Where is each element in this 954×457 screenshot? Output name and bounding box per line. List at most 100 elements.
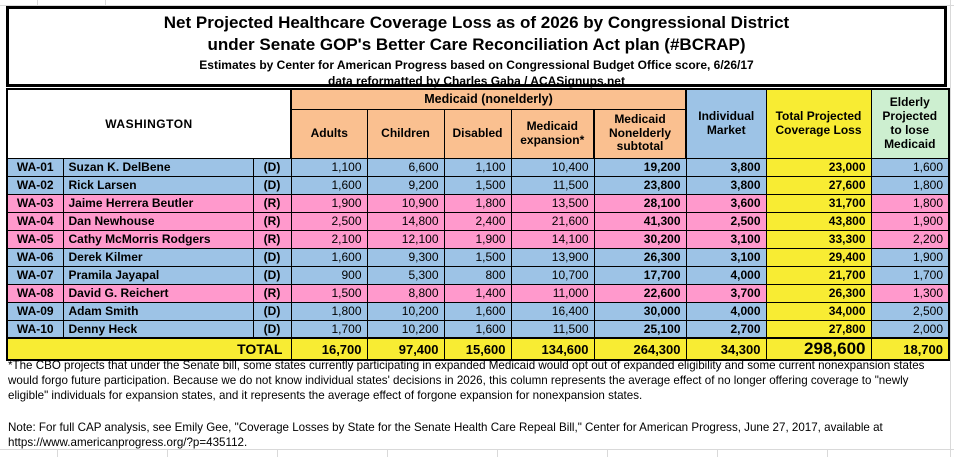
value-cell: 800: [443, 265, 512, 285]
table-row: WA-10 Denny Heck (D) 1,700 10,200 1,600 11,500…: [6, 319, 950, 339]
value-cell: 1,100: [443, 157, 512, 177]
value-cell: 26,300: [593, 247, 687, 267]
spreadsheet-gridline: [607, 449, 608, 457]
member-name-cell: Pramila Jayapal: [62, 265, 254, 285]
spreadsheet-gridline: [0, 5, 954, 6]
spreadsheet-gridline: [37, 0, 38, 6]
party-cell: (D): [252, 247, 292, 267]
value-cell: 43,800: [765, 211, 872, 231]
spreadsheet-gridline: [105, 0, 106, 6]
value-cell: 2,400: [443, 211, 512, 231]
value-cell: 27,600: [765, 175, 872, 195]
value-cell: 2,500: [870, 301, 950, 321]
district-cell: WA-10: [6, 319, 64, 339]
value-cell: 30,200: [593, 229, 687, 249]
value-cell: 21,600: [510, 211, 595, 231]
value-cell: 1,600: [870, 157, 950, 177]
value-cell: 16,400: [510, 301, 595, 321]
value-cell: 1,400: [443, 283, 512, 303]
value-cell: 1,500: [290, 283, 368, 303]
party-cell: (R): [252, 229, 292, 249]
district-cell: WA-02: [6, 175, 64, 195]
title-line-1: Net Projected Healthcare Coverage Loss a…: [163, 13, 790, 32]
value-cell: 1,900: [870, 211, 950, 231]
medicaid-group-header: Medicaid (nonelderly): [290, 88, 687, 110]
value-cell: 34,000: [765, 301, 872, 321]
table-row: WA-06 Derek Kilmer (D) 1,600 9,300 1,500 13,90…: [6, 247, 950, 267]
district-cell: WA-04: [6, 211, 64, 231]
member-name-cell: Jaime Herrera Beutler: [62, 193, 254, 213]
value-cell: 1,700: [870, 265, 950, 285]
total-value-cell: 264,300: [593, 337, 687, 361]
member-name-cell: Suzan K. DelBene: [62, 157, 254, 177]
value-cell: 6,600: [366, 157, 445, 177]
value-cell: 1,500: [443, 247, 512, 267]
value-cell: 11,000: [510, 283, 595, 303]
table-row: WA-04 Dan Newhouse (R) 2,500 14,800 2,400 21,6…: [6, 211, 950, 231]
value-cell: 2,500: [685, 211, 767, 231]
spreadsheet-gridline: [497, 449, 498, 457]
value-cell: 1,900: [290, 193, 368, 213]
party-cell: (R): [252, 211, 292, 231]
col-header-adults: Adults: [290, 108, 368, 159]
value-cell: 1,800: [443, 193, 512, 213]
total-value-cell: 134,600: [510, 337, 595, 361]
value-cell: 3,100: [685, 247, 767, 267]
value-cell: 9,200: [366, 175, 445, 195]
total-value-cell: 34,300: [685, 337, 767, 361]
value-cell: 11,500: [510, 175, 595, 195]
value-cell: 1,600: [290, 175, 368, 195]
value-cell: 26,300: [765, 283, 872, 303]
col-header-children: Children: [366, 108, 445, 159]
spreadsheet-gridline: [827, 449, 828, 457]
value-cell: 13,500: [510, 193, 595, 213]
value-cell: 1,600: [443, 319, 512, 339]
district-cell: WA-06: [6, 247, 64, 267]
value-cell: 31,700: [765, 193, 872, 213]
district-cell: WA-09: [6, 301, 64, 321]
value-cell: 17,700: [593, 265, 687, 285]
value-cell: 1,500: [443, 175, 512, 195]
col-header-individual-market: Individual Market: [685, 88, 767, 159]
value-cell: 2,000: [870, 319, 950, 339]
value-cell: 10,900: [366, 193, 445, 213]
value-cell: 1,700: [290, 319, 368, 339]
spreadsheet-gridline: [950, 0, 951, 457]
value-cell: 4,000: [685, 265, 767, 285]
table-row: WA-08 David G. Reichert (R) 1,500 8,800 1,400…: [6, 283, 950, 303]
value-cell: 10,400: [510, 157, 595, 177]
party-cell: (D): [252, 265, 292, 285]
party-cell: (D): [252, 157, 292, 177]
party-cell: (D): [252, 319, 292, 339]
value-cell: 11,500: [510, 319, 595, 339]
cbo-footnote: *The CBO projects that under the Senate …: [8, 359, 925, 402]
value-cell: 8,800: [366, 283, 445, 303]
col-header-disabled: Disabled: [443, 108, 512, 159]
member-name-cell: Derek Kilmer: [62, 247, 254, 267]
total-value-cell: 298,600: [765, 337, 872, 361]
spreadsheet-gridline: [387, 449, 388, 457]
value-cell: 27,800: [765, 319, 872, 339]
value-cell: 10,200: [366, 301, 445, 321]
col-header-medicaid-expansion: Medicaid expansion*: [510, 108, 595, 159]
title-block: Net Projected Healthcare Coverage Loss a…: [6, 6, 947, 88]
value-cell: 10,700: [510, 265, 595, 285]
total-row: TOTAL 16,700 97,400 15,600 134,600 264,300 34,…: [6, 337, 950, 361]
total-label-cell: TOTAL: [6, 337, 292, 361]
value-cell: 3,600: [685, 193, 767, 213]
title-line-2: under Senate GOP's Better Care Reconcili…: [207, 35, 746, 55]
value-cell: 23,800: [593, 175, 687, 195]
district-cell: WA-03: [6, 193, 64, 213]
state-name: WASHINGTON: [6, 88, 292, 159]
member-name-cell: Adam Smith: [62, 301, 254, 321]
total-value-cell: 18,700: [870, 337, 950, 361]
value-cell: 2,200: [870, 229, 950, 249]
table-row: WA-01 Suzan K. DelBene (D) 1,100 6,600 1,100 1…: [6, 157, 950, 177]
value-cell: 2,500: [290, 211, 368, 231]
value-cell: 1,800: [870, 175, 950, 195]
total-value-cell: 16,700: [290, 337, 368, 361]
value-cell: 1,800: [290, 301, 368, 321]
district-cell: WA-07: [6, 265, 64, 285]
value-cell: 14,100: [510, 229, 595, 249]
table-row: WA-05 Cathy McMorris Rodgers (R) 2,100 12,10…: [6, 229, 950, 249]
